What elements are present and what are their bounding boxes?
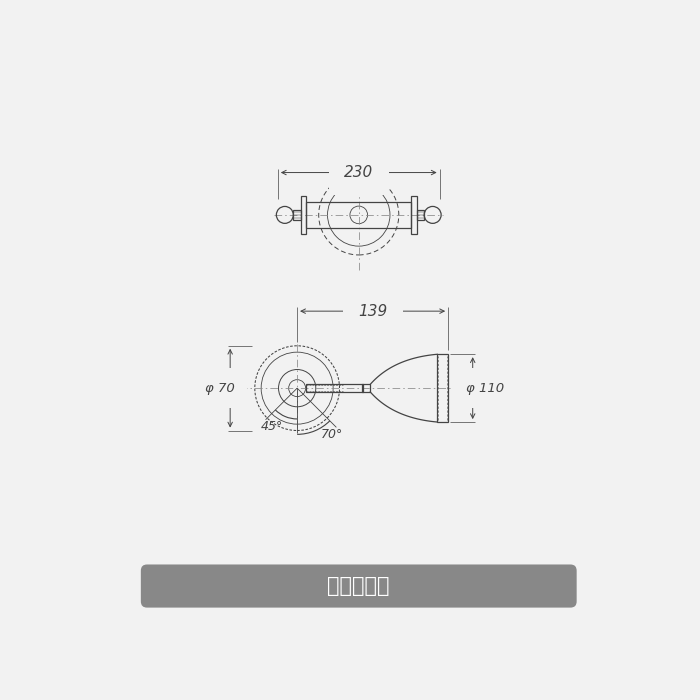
Text: φ 110: φ 110	[466, 382, 504, 395]
Text: 230: 230	[344, 165, 373, 180]
Bar	[293, 209, 301, 220]
Bar	[362, 384, 370, 393]
Text: φ 70: φ 70	[204, 382, 234, 395]
Bar	[307, 202, 411, 228]
Bar	[416, 209, 424, 220]
Bar	[301, 195, 307, 234]
Bar	[411, 195, 416, 234]
Text: 本体サイズ: 本体サイズ	[328, 576, 390, 596]
Text: 139: 139	[358, 304, 387, 318]
Bar	[306, 384, 363, 392]
Bar	[438, 354, 448, 422]
Text: 70°: 70°	[321, 428, 343, 441]
FancyBboxPatch shape	[141, 564, 577, 608]
Text: 45°: 45°	[260, 420, 283, 433]
